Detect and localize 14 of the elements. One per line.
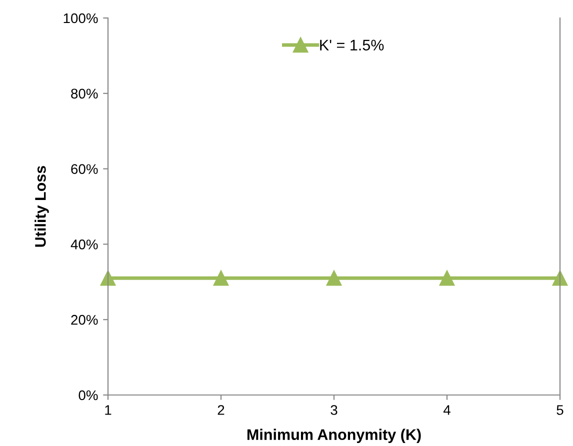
y-tick-label: 20% [71, 314, 98, 325]
x-tick-label: 4 [443, 405, 450, 415]
y-tick-label: 80% [71, 88, 98, 99]
x-tick-label: 5 [556, 405, 564, 415]
y-tick-label: 100% [64, 13, 98, 24]
x-tick-label: 1 [105, 405, 112, 415]
legend-label: K' = 1.5% [320, 40, 384, 51]
y-tick-label: 40% [70, 240, 98, 250]
x-tick-label: 2 [218, 405, 224, 415]
x-tick-label: 3 [330, 405, 338, 415]
y-axis-title: Utility Loss [34, 166, 49, 247]
y-tick-label: 0% [78, 390, 98, 400]
y-tick-label: 60% [71, 164, 98, 174]
x-axis-title: Minimum Anonymity (K) [247, 428, 421, 444]
